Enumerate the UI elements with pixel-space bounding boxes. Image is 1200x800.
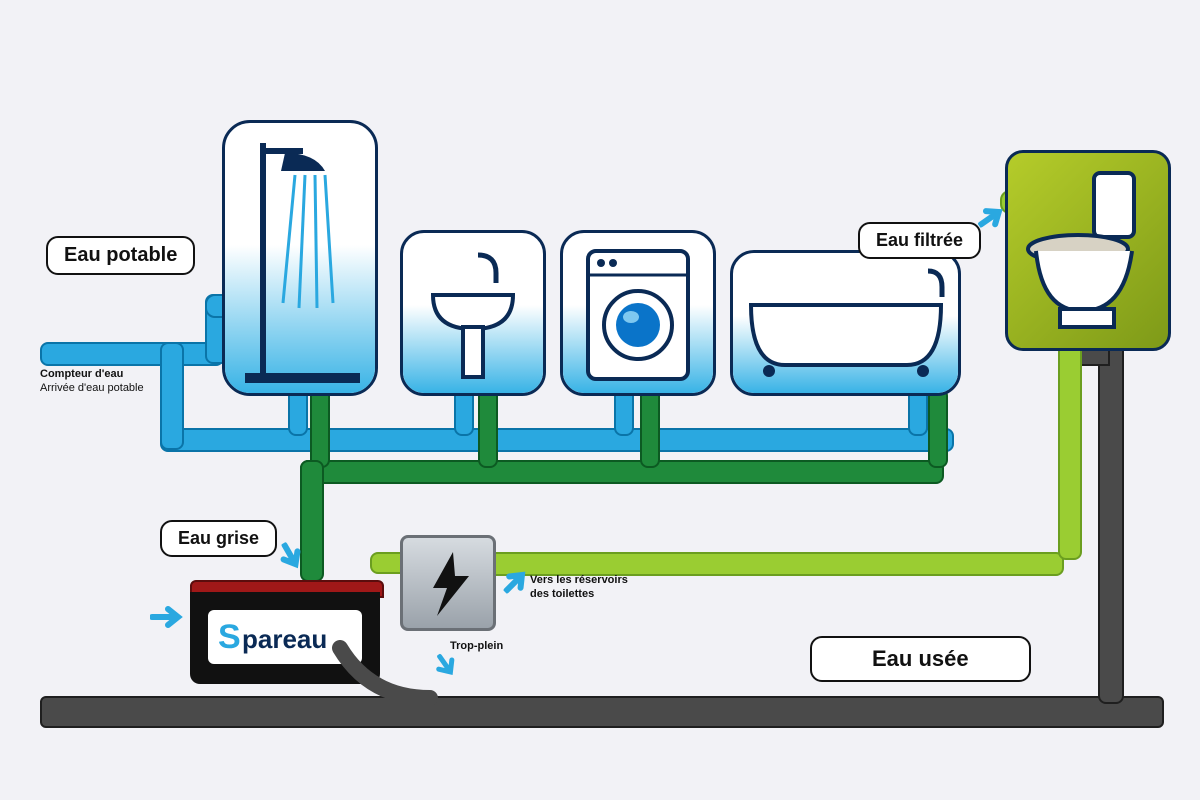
- potable-trunk: [160, 428, 954, 452]
- panel-shower: [222, 120, 378, 396]
- bathtub-icon: [733, 253, 958, 393]
- filtered-trunk: [485, 552, 1064, 576]
- label-compteur2: Arrivée d'eau potable: [40, 382, 144, 395]
- toilet-icon: [1008, 153, 1168, 348]
- label-trop-plein: Trop-plein: [450, 640, 503, 653]
- grey-drop-washer: [640, 388, 660, 468]
- panel-sink: [400, 230, 546, 396]
- label-eau-filtree: Eau filtrée: [858, 222, 981, 259]
- brand-s: S: [218, 618, 241, 657]
- panel-washer: [560, 230, 716, 396]
- panel-bathtub: [730, 250, 961, 396]
- washer-icon: [563, 233, 713, 393]
- label-compteur1: Compteur d'eau: [40, 368, 123, 381]
- shower-icon: [225, 123, 375, 393]
- brand-rest: pareau: [242, 624, 327, 655]
- sink-icon: [403, 233, 543, 393]
- label-eau-usee: Eau usée: [810, 636, 1031, 682]
- sewer-riser: [1098, 340, 1124, 704]
- label-eau-potable: Eau potable: [46, 236, 195, 275]
- grey-drop-tub: [928, 388, 948, 468]
- bolt-icon: [403, 538, 493, 628]
- grey-drop-sink: [478, 388, 498, 468]
- potable-trunk-drop: [160, 342, 184, 450]
- potable-inlet: [40, 342, 224, 366]
- grey-drop-shower: [310, 388, 330, 468]
- label-vers-res2: des toilettes: [530, 588, 594, 601]
- pump-unit: [400, 535, 496, 631]
- panel-toilet: [1005, 150, 1171, 351]
- label-vers-res1: Vers les réservoirs: [530, 574, 628, 587]
- arrow-into-tank: [150, 605, 190, 629]
- sewer-main: [40, 696, 1164, 728]
- grey-trunk: [300, 460, 944, 484]
- label-eau-grise: Eau grise: [160, 520, 277, 557]
- diagram-stage: S pareau Eau potable Compteur d'eau Arri…: [0, 0, 1200, 800]
